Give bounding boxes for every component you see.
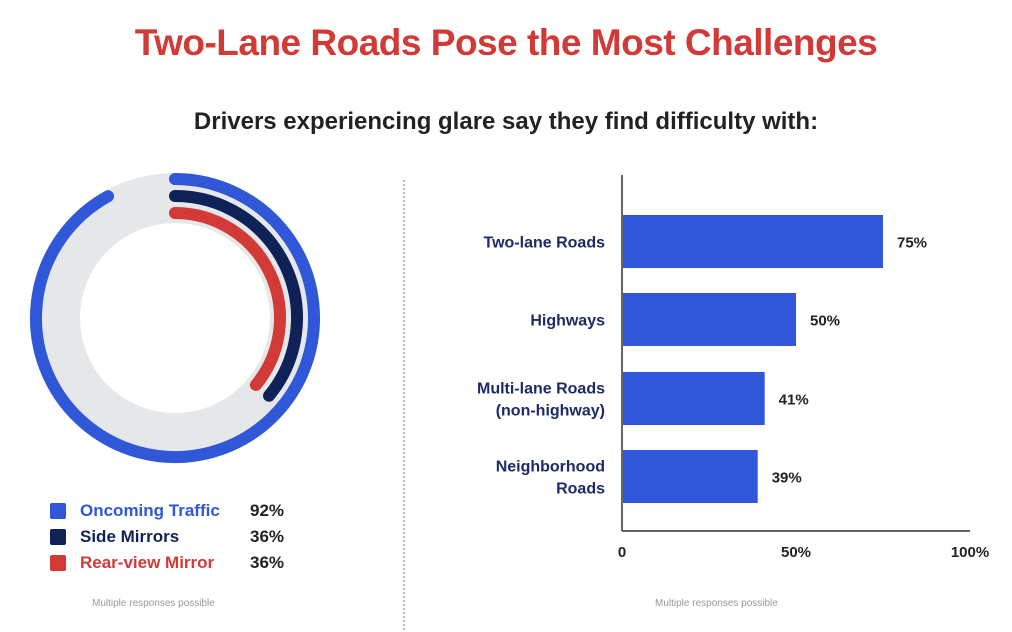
category-label: (non-highway) (496, 403, 605, 420)
bar (623, 293, 796, 346)
legend-swatch (50, 503, 66, 519)
bar (623, 215, 883, 268)
category-label: Multi-lane Roads (477, 381, 605, 398)
legend-label: Rear-view Mirror (80, 553, 215, 572)
bar-note: Multiple responses possible (655, 598, 778, 609)
legend-label: Side Mirrors (80, 527, 180, 546)
legend-swatch (50, 529, 66, 545)
category-label: Neighborhood (496, 459, 605, 476)
legend-item: Side Mirrors 36% (50, 524, 284, 550)
x-tick-label: 50% (781, 544, 811, 561)
x-tick-label: 0 (618, 544, 626, 561)
category-label: Highways (530, 313, 605, 330)
legend-value: 36% (250, 527, 285, 546)
category-label: Two-lane Roads (484, 235, 606, 252)
category-label: Roads (556, 481, 605, 498)
radial-bar-rear-view-mirror (169, 207, 286, 391)
donut-note: Multiple responses possible (92, 598, 215, 609)
chart-title: Two-Lane Roads Pose the Most Challenges (134, 22, 878, 63)
legend-item: Rear-view Mirror 36% (50, 550, 284, 576)
bar-value-label: 75% (897, 235, 927, 252)
chart-subtitle: Drivers experiencing glare say they find… (193, 108, 819, 135)
divider (403, 180, 405, 630)
legend-swatch (50, 555, 66, 571)
radial-bar-side-mirrors (169, 190, 303, 402)
x-tick-label: 100% (951, 544, 989, 561)
bar (623, 450, 758, 503)
bar-value-label: 39% (772, 470, 802, 487)
bar (623, 372, 765, 425)
donut-legend: Oncoming Traffic 92% Side Mirrors 36% Re… (50, 498, 284, 576)
radial-bar-oncoming-traffic (30, 173, 320, 463)
legend-value: 36% (250, 553, 285, 572)
bar-value-label: 50% (810, 313, 840, 330)
bar-value-label: 41% (779, 392, 809, 409)
legend-label: Oncoming Traffic (80, 501, 220, 520)
legend-value: 92% (250, 501, 285, 520)
legend-item: Oncoming Traffic 92% (50, 498, 284, 524)
